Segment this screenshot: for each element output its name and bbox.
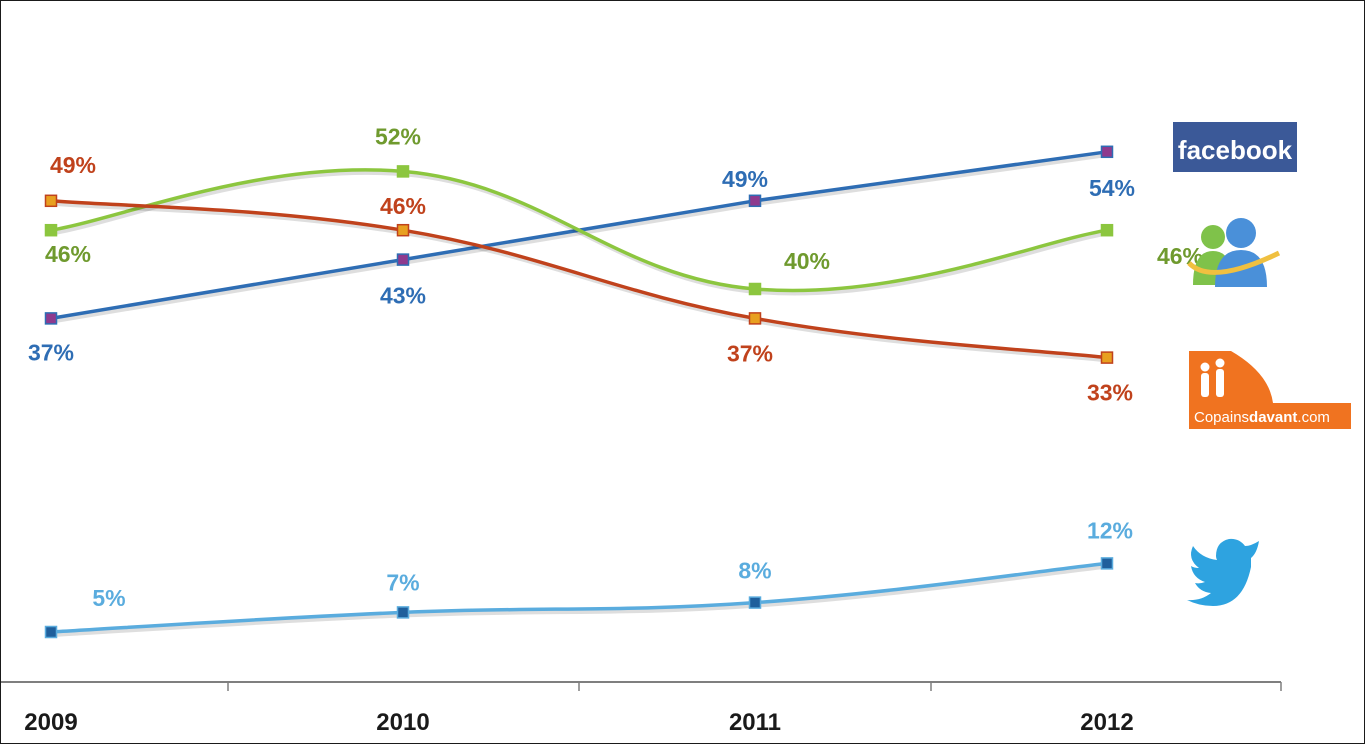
messenger-label-2011: 40% bbox=[784, 248, 830, 274]
messenger-point-2011 bbox=[748, 282, 762, 296]
messenger-label-2010: 52% bbox=[375, 123, 421, 149]
people-icon bbox=[1200, 358, 1225, 397]
copainsdavant-logo: Copainsdavant.com bbox=[1189, 351, 1351, 429]
series-lines bbox=[50, 150, 1110, 637]
facebook-point-2009 bbox=[44, 312, 58, 325]
copainsdavant-label-2010: 46% bbox=[380, 193, 426, 219]
twitter-series-line bbox=[50, 561, 1108, 634]
series-markers bbox=[44, 145, 1114, 639]
x-tick-label-2010: 2010 bbox=[376, 709, 429, 736]
facebook-point-2010 bbox=[396, 253, 410, 266]
messenger-label-2012: 46% bbox=[1157, 243, 1203, 269]
twitter-point-2009 bbox=[44, 625, 58, 639]
copainsdavant-line-shadow bbox=[52, 201, 1110, 363]
x-tick-label-2012: 2012 bbox=[1080, 709, 1133, 736]
facebook-label-2011: 49% bbox=[722, 166, 768, 192]
legend-logos: facebook Copainsdavant.com bbox=[1173, 122, 1351, 606]
facebook-logo-text: facebook bbox=[1178, 135, 1293, 165]
twitter-point-2012 bbox=[1100, 557, 1114, 570]
facebook-label-2012: 54% bbox=[1089, 175, 1135, 201]
facebook-line-shadow bbox=[52, 152, 1110, 324]
x-axis: 2009 2010 2011 2012 bbox=[1, 681, 1282, 736]
twitter-bird-icon bbox=[1187, 538, 1259, 606]
copainsdavant-label-2012: 33% bbox=[1087, 380, 1133, 406]
twitter-label-2011: 8% bbox=[738, 558, 771, 584]
facebook-point-2011 bbox=[748, 194, 762, 208]
facebook-label-2009: 37% bbox=[28, 339, 74, 365]
messenger-point-2012 bbox=[1100, 223, 1114, 237]
twitter-label-2012: 12% bbox=[1087, 517, 1133, 543]
copainsdavant-point-2012 bbox=[1100, 351, 1114, 364]
copainsdavant-label-2011: 37% bbox=[727, 340, 773, 366]
facebook-point-2012 bbox=[1100, 145, 1114, 159]
x-tick-label-2011: 2011 bbox=[729, 709, 781, 736]
facebook-logo: facebook bbox=[1173, 122, 1297, 172]
messenger-series-line bbox=[50, 168, 1108, 293]
twitter-label-2010: 7% bbox=[386, 569, 419, 595]
messenger-logo bbox=[1187, 218, 1281, 287]
facebook-label-2010: 43% bbox=[380, 283, 426, 309]
twitter-label-2009: 5% bbox=[92, 585, 125, 611]
twitter-line-shadow bbox=[52, 564, 1110, 637]
copainsdavant-point-2009 bbox=[44, 194, 58, 208]
x-tick-label-2009: 2009 bbox=[24, 709, 77, 736]
messenger-point-2009 bbox=[44, 223, 58, 237]
twitter-point-2010 bbox=[396, 606, 410, 619]
copainsdavant-series-line bbox=[50, 199, 1108, 360]
copainsdavant-point-2010 bbox=[396, 223, 410, 237]
messenger-point-2010 bbox=[396, 165, 410, 178]
messenger-label-2009: 46% bbox=[45, 241, 91, 267]
data-labels: 37% 43% 49% 54% 46% 52% 40% 46% 49% 46% 37% 33% 5% 7%… bbox=[28, 123, 1203, 611]
messenger-line-shadow bbox=[52, 170, 1110, 296]
copainsdavant-logo-text: Copainsdavant.com bbox=[1194, 409, 1330, 426]
copainsdavant-point-2011 bbox=[748, 312, 762, 325]
copainsdavant-label-2009: 49% bbox=[50, 152, 96, 178]
twitter-point-2011 bbox=[748, 596, 762, 609]
